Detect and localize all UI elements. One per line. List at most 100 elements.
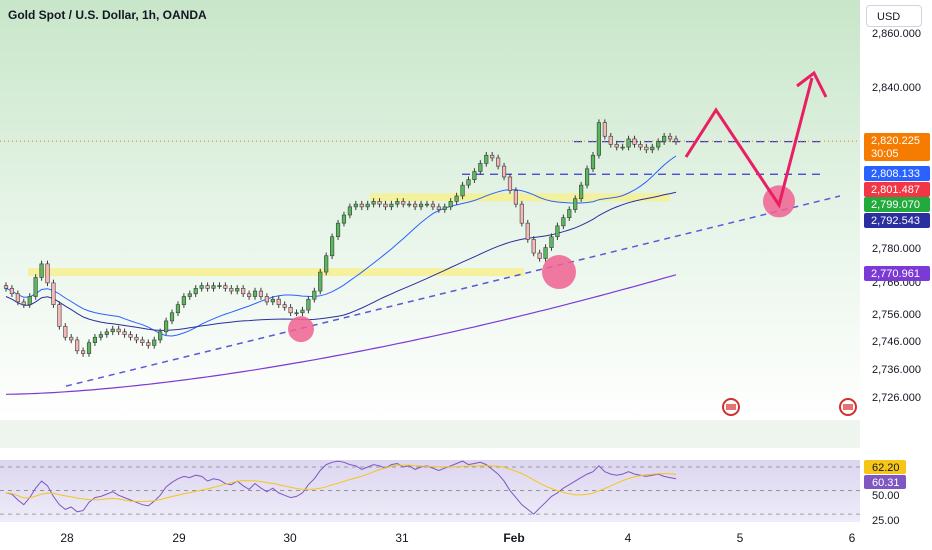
bull-candle [371, 201, 376, 205]
bear-candle [632, 138, 637, 145]
bear-candle [413, 203, 418, 208]
currency-selector-button[interactable]: USD [866, 5, 922, 27]
bull-candle [549, 236, 554, 248]
rsi-ma-line [5, 464, 677, 502]
bear-candle [75, 339, 80, 352]
bull-candle [573, 198, 578, 210]
bear-candle [21, 301, 26, 305]
support-zone-lower [28, 268, 524, 277]
bull-candle [478, 163, 483, 172]
price-tick-label: 2,746.000 [872, 336, 921, 348]
bear-candle [537, 252, 542, 259]
bull-candle [620, 146, 625, 149]
price-label-bg [864, 266, 930, 281]
bull-candle [169, 312, 175, 322]
ma-long-line [5, 274, 677, 395]
bull-candle [335, 222, 341, 238]
bear-candle [519, 203, 524, 224]
bull-candle [318, 271, 323, 292]
bull-candle [442, 206, 447, 210]
bear-candle [69, 336, 74, 341]
bull-candle [175, 304, 181, 314]
bear-candle [401, 201, 406, 205]
bull-candle [341, 214, 347, 224]
bull-candle [158, 331, 163, 341]
bull-candle [448, 201, 453, 208]
bull-candle [270, 298, 275, 303]
annotations [288, 70, 857, 416]
bear-candle [3, 285, 9, 289]
price-tick-label: 2,756.000 [872, 309, 921, 321]
bull-candle [330, 236, 335, 257]
price-label: 2,792.543 [871, 215, 920, 227]
time-tick-label: 31 [395, 531, 409, 545]
bull-candle [86, 342, 92, 354]
bear-candle [513, 190, 518, 205]
bear-candle [134, 336, 139, 341]
price-tick-label: 2,780.000 [872, 243, 921, 255]
bull-candle [543, 247, 548, 259]
time-tick-label: Feb [503, 531, 524, 545]
projection-arrow [684, 77, 814, 209]
bull-candle [567, 209, 572, 219]
bear-candle [525, 222, 530, 240]
price-label-bg [864, 197, 930, 212]
time-tick-label: 6 [849, 531, 856, 545]
bull-candle [460, 184, 465, 197]
bull-candle [211, 285, 216, 289]
bull-candle [561, 217, 566, 227]
price-label-bg [864, 133, 930, 161]
bear-candle [614, 144, 619, 148]
us-event-icon-flag [843, 404, 853, 410]
bull-candle [584, 168, 590, 186]
bear-candle [436, 206, 441, 210]
bull-candle [98, 334, 103, 338]
bull-candle [353, 203, 358, 208]
bear-candle [644, 146, 649, 151]
bear-candle [140, 339, 145, 343]
bull-candle [555, 225, 560, 238]
bear-candle [638, 144, 643, 148]
bull-candle [181, 296, 186, 305]
bull-candle [389, 203, 394, 208]
bull-candle [110, 328, 115, 333]
bear-candle [81, 350, 86, 354]
bull-candle [418, 203, 424, 208]
bear-candle [673, 138, 679, 142]
candles [3, 119, 679, 357]
price-tick-label: 2,840.000 [872, 82, 921, 94]
price-label: 2,801.487 [871, 184, 920, 196]
bull-candle [235, 288, 240, 292]
bear-candle [146, 342, 151, 346]
bull-candle [152, 339, 157, 346]
bull-candle [484, 154, 489, 164]
bull-candle [294, 312, 299, 315]
bull-candle [626, 138, 631, 148]
chart-title: Gold Spot / U.S. Dollar, 1h, OANDA [8, 8, 207, 22]
us-event-icon-flag [726, 404, 736, 410]
price-label: 2,770.961 [871, 268, 920, 280]
rsi-tick-label: 60.31 [872, 477, 900, 489]
bull-candle [407, 203, 412, 206]
price-label-countdown: 30:05 [871, 148, 899, 160]
bear-candle [247, 293, 252, 297]
bull-candle [92, 336, 98, 343]
bull-candle [662, 135, 667, 142]
bear-candle [223, 285, 228, 289]
bull-candle [164, 320, 169, 333]
bull-candle [300, 309, 305, 314]
bull-candle [472, 171, 477, 180]
bull-candle [347, 206, 352, 216]
bull-candle [312, 290, 317, 300]
bear-candle [602, 122, 607, 137]
bear-candle [430, 203, 435, 208]
bear-candle [377, 201, 382, 205]
rsi-indicator [0, 460, 860, 515]
bear-candle [383, 203, 388, 208]
bear-candle [531, 239, 536, 254]
bear-candle [496, 157, 501, 167]
bear-candle [122, 331, 127, 335]
time-tick-label: 29 [172, 531, 186, 545]
bull-candle [454, 195, 459, 202]
